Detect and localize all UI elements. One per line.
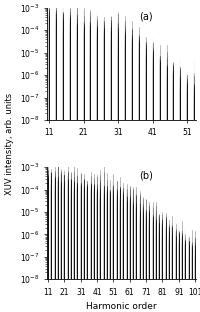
Text: XUV intensity, arb. units: XUV intensity, arb. units bbox=[5, 92, 13, 195]
Text: (b): (b) bbox=[139, 170, 153, 180]
X-axis label: Harmonic order: Harmonic order bbox=[86, 302, 156, 311]
Text: (a): (a) bbox=[139, 11, 152, 21]
